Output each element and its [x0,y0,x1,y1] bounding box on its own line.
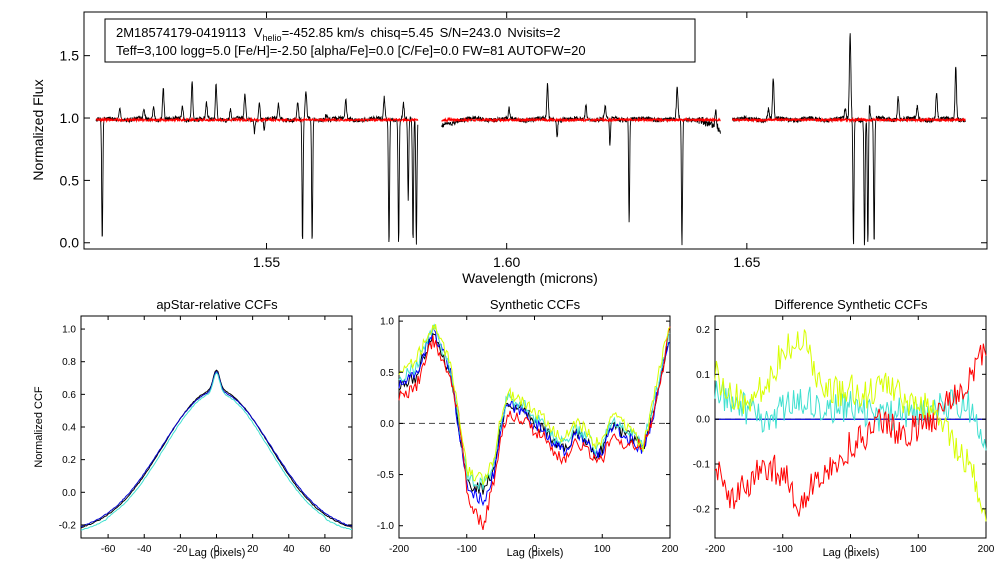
synthetic-ccf-title: Synthetic CCFs [490,297,581,312]
synthetic-ccf-line [398,323,671,490]
difference-ccf-axes: -200 -100 0 100 200 -0.2 -0.1 0.0 0.1 0.2 [693,316,995,555]
difference-ccf-frame [714,315,987,539]
apstar-ccf-ytick-label: 1.0 [62,325,76,336]
apstar-ccf-xtick-label: 60 [319,544,331,555]
difference-ccf-line [714,329,987,522]
synthetic-ccf-ytick-label: 0.0 [380,419,394,430]
spectrum-observed-line [441,83,721,246]
info-box [104,18,696,63]
info-snr: S/N=243.0 [440,25,502,40]
synthetic-ccf-line [398,324,671,485]
synthetic-ccf-ytick-label: -1.0 [377,521,395,532]
info-nvisits: Nvisits=2 [507,25,560,40]
apstar-ccf-line [80,369,353,528]
spectrum-panel: 1.55 1.60 1.65 0.0 0.5 1.0 1.5 Wavelength (mic… [30,11,988,286]
apstar-ccf-xtick-label: 20 [247,544,259,555]
apstar-ccf-ytick-label: -0.2 [59,520,77,531]
difference-ccf-ytick-label: -0.2 [693,504,711,515]
difference-ccf-title: Difference Synthetic CCFs [775,297,928,312]
difference-ccf-line [714,343,987,517]
spectrum-marks [95,33,966,246]
apstar-ccf-xtick-label: 40 [283,544,295,555]
synthetic-ccf-xtick-label: 0 [532,544,538,555]
apstar-ccf-marks [80,369,353,531]
info-star-id: 2M18574179-0419113 [116,25,246,40]
difference-ccf-xlabel: Lag (pixels) [823,547,880,559]
apstar-ccf-ytick-label: 0.4 [62,423,76,434]
spectrum-axes: 1.55 1.60 1.65 0.0 0.5 1.0 1.5 [60,12,987,270]
spectrum-model-line [95,116,419,123]
info-line-2: Teff=3,100 logg=5.0 [Fe/H]=-2.50 [alpha/… [116,43,586,58]
synthetic-ccf-ytick-label: -0.5 [377,470,395,481]
spectrum-observed-line [731,33,966,246]
spectrum-model-line [441,116,721,124]
info-chisq: chisq=5.45 [370,25,433,40]
spectrum-ytick-label: 1.0 [60,110,80,126]
apstar-ccf-line [80,371,352,531]
synthetic-ccf-line [398,326,671,531]
synthetic-ccf-axes: -200 -100 0 100 200 -1.0 -0.5 0.0 0.5 1.0 [377,316,679,555]
info-line-1: 2M18574179-0419113 Vhelio=-452.85 km/s chi… [116,25,560,43]
apstar-ccf-panel: apStar-relative CCFs -60 -40 -20 0 20 40 60 -0.… [33,297,353,559]
apstar-ccf-ytick-label: 0.2 [62,455,76,466]
apstar-ccf-ytick-label: 0.0 [62,488,76,499]
difference-ccf-xtick-label: 200 [978,544,995,555]
difference-ccf-ytick-label: 0.0 [696,415,710,426]
difference-ccf-ytick-label: 0.2 [696,325,710,336]
spectrum-model-line [731,116,966,124]
difference-ccf-xtick-label: 100 [910,544,927,555]
apstar-ccf-axes: -60 -40 -20 0 20 40 60 -0.2 0.0 0.2 0.4 0.6 0.8 1.0 [59,316,352,555]
synthetic-ccf-panel: Synthetic CCFs -200 -100 0 100 200 -1.0 -0.5 0.… [377,297,679,559]
synthetic-ccf-ytick-label: 1.0 [380,317,394,328]
spectrum-xtick-label: 1.65 [733,254,760,270]
synthetic-ccf-ytick-label: 0.5 [380,368,394,379]
apstar-ccf-xlabel: Lag (pixels) [189,547,246,559]
synthetic-ccf-xtick-label: -100 [457,544,477,555]
apstar-ccf-xtick-label: -20 [173,544,188,555]
synthetic-ccf-line [398,332,671,495]
difference-ccf-marks [714,329,987,522]
synthetic-ccf-xtick-label: -200 [389,544,409,555]
spectrum-ytick-label: 1.5 [60,48,80,64]
synthetic-ccf-xtick-label: 100 [594,544,611,555]
spectrum-axes-frame [83,11,988,250]
difference-ccf-xtick-label: -100 [773,544,793,555]
difference-ccf-xtick-label: -200 [705,544,725,555]
spectrum-ylabel: Normalized Flux [30,79,46,180]
info-vhelio-value: =-452.85 km/s [282,25,365,40]
apstar-ccf-ytick-label: 0.6 [62,390,76,401]
synthetic-ccf-marks [398,323,671,531]
difference-ccf-panel: Difference Synthetic CCFs -200 -100 0 100 20… [693,297,995,559]
spectrum-ytick-label: 0.5 [60,172,80,188]
apstar-ccf-ylabel: Normalized CCF [33,386,45,468]
spectrum-observed-line [95,81,419,245]
info-vhelio-subscript: helio [263,33,282,43]
synthetic-ccf-xtick-label: 200 [662,544,679,555]
spectrum-ytick-label: 0.0 [60,235,80,251]
difference-ccf-ytick-label: -0.1 [693,460,711,471]
spectrum-xlabel: Wavelength (microns) [462,270,598,286]
synthetic-ccf-xlabel: Lag (pixels) [507,547,564,559]
apstar-ccf-title: apStar-relative CCFs [156,297,278,312]
apstar-ccf-ytick-label: 0.8 [62,357,76,368]
difference-ccf-xtick-label: 0 [848,544,854,555]
apstar-ccf-xtick-label: -60 [101,544,116,555]
apstar-ccf-frame [80,315,353,539]
info-vhelio-symbol: V [254,25,263,40]
apstar-ccf-line [80,370,353,528]
spectrum-xtick-label: 1.60 [493,254,520,270]
difference-ccf-line [714,380,987,451]
difference-ccf-ytick-label: 0.1 [696,370,710,381]
apstar-ccf-xtick-label: 0 [214,544,220,555]
spectrum-xtick-label: 1.55 [253,254,280,270]
apstar-ccf-xtick-label: -40 [137,544,152,555]
